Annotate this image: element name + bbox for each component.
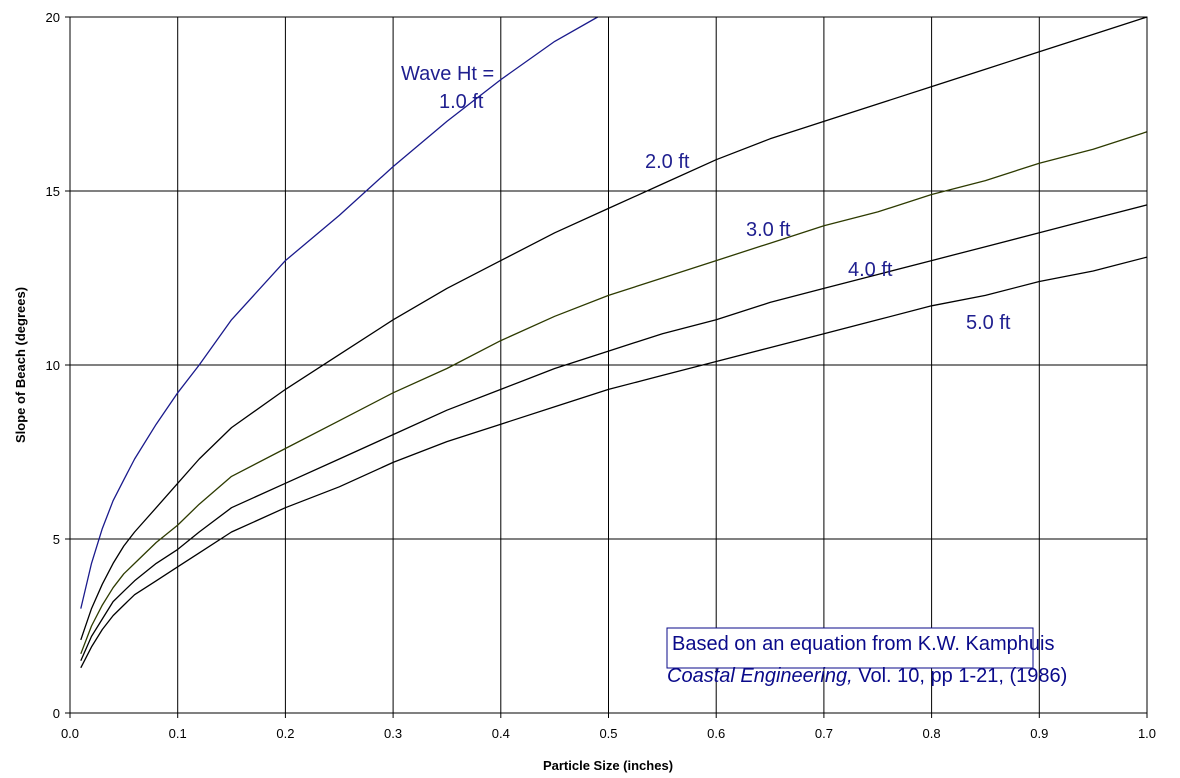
series-line-4: [80, 204, 1148, 662]
x-tick-label: 0.8: [923, 726, 941, 741]
x-tick-label: 0.0: [61, 726, 79, 741]
x-tick-label: 0.6: [707, 726, 725, 741]
x-axis-label: Particle Size (inches): [543, 758, 673, 773]
source-note: Based on an equation from K.W. Kamphuis …: [666, 627, 1067, 687]
series-line-5: [80, 256, 1148, 669]
y-axis-ticks: 0 5 10 15 20: [46, 10, 70, 721]
y-tick-label: 10: [46, 358, 60, 373]
x-tick-label: 0.9: [1030, 726, 1048, 741]
series-label-1ft: 1.0 ft: [439, 91, 484, 113]
series-line-3: [80, 131, 1148, 655]
series-label-4ft: 4.0 ft: [848, 259, 893, 281]
source-note-journal: Coastal Engineering,: [667, 665, 853, 687]
source-note-line2: Coastal Engineering, Vol. 10, pp 1-21, (…: [667, 665, 1067, 687]
x-tick-label: 1.0: [1138, 726, 1156, 741]
x-tick-label: 0.2: [276, 726, 294, 741]
plot-area-border: [69, 16, 1148, 714]
x-tick-label: 0.4: [492, 726, 510, 741]
x-axis-ticks: 0.0 0.1 0.2 0.3 0.4 0.5 0.6 0.7 0.8 0.9 1.0: [61, 713, 1156, 741]
x-tick-label: 0.3: [384, 726, 402, 741]
source-note-citation: Vol. 10, pp 1-21, (1986): [853, 665, 1068, 687]
grid: [70, 17, 1147, 713]
source-note-box: [666, 627, 1034, 669]
series-line-2: [80, 16, 1148, 641]
y-tick-label: 20: [46, 10, 60, 25]
x-tick-label: 0.1: [169, 726, 187, 741]
series-lines: [80, 16, 1148, 669]
x-tick-label: 0.7: [815, 726, 833, 741]
series-label-2ft: 2.0 ft: [645, 151, 690, 173]
series-label-3ft: 3.0 ft: [746, 219, 791, 241]
source-note-line1: Based on an equation from K.W. Kamphuis: [672, 633, 1054, 655]
y-axis-label: Slope of Beach (degrees): [13, 287, 28, 443]
y-tick-label: 0: [53, 706, 60, 721]
y-tick-label: 15: [46, 184, 60, 199]
y-tick-label: 5: [53, 532, 60, 547]
series-label-5ft: 5.0 ft: [966, 312, 1011, 334]
x-tick-label: 0.5: [599, 726, 617, 741]
series-line-1: [80, 16, 599, 609]
wave-height-label: Wave Ht =: [401, 63, 494, 85]
